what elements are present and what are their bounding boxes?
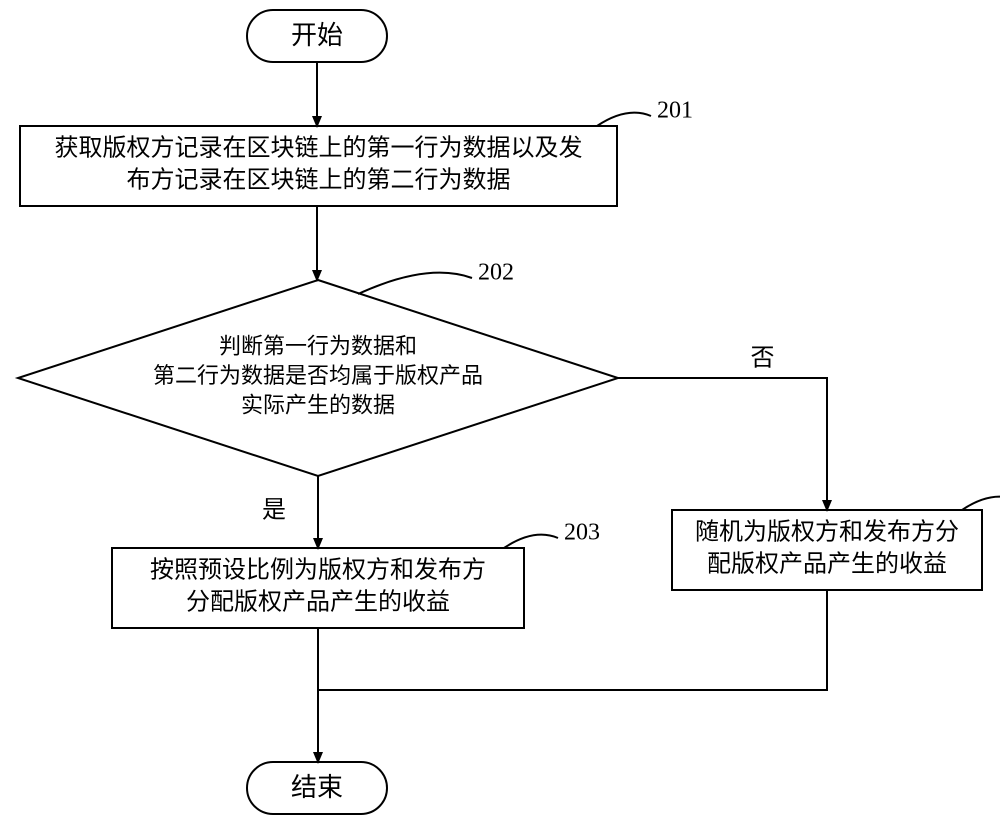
process-201-line-1: 布方记录在区块链上的第二行为数据 [127, 167, 511, 194]
decision-202-line-2: 实际产生的数据 [241, 393, 395, 418]
process-204-line-1: 配版权产品产生的收益 [707, 551, 947, 578]
process-203-line-0: 按照预设比例为版权方和发布方 [150, 556, 486, 583]
edge-label-no: 否 [751, 346, 775, 372]
process-203-line-1: 分配版权产品产生的收益 [186, 589, 450, 616]
process-201-line-0: 获取版权方记录在区块链上的第一行为数据以及发 [55, 134, 583, 161]
decision-202-line-0: 判断第一行为数据和 [219, 333, 417, 358]
decision-202-line-1: 第二行为数据是否均属于版权产品 [153, 363, 483, 388]
process-201-leader [597, 113, 651, 126]
terminator-start-label: 开始 [291, 21, 343, 50]
process-204-line-0: 随机为版权方和发布方分 [695, 518, 959, 545]
edge-label-yes: 是 [262, 498, 286, 524]
decision-202-leader [358, 273, 472, 294]
process-204-leader [962, 497, 1000, 510]
process-201-number: 201 [657, 98, 693, 124]
terminator-end-label: 结束 [291, 773, 343, 802]
process-203-number: 203 [564, 520, 600, 546]
process-203-leader [504, 535, 558, 548]
flowchart-canvas: 开始获取版权方记录在区块链上的第一行为数据以及发布方记录在区块链上的第二行为数据… [0, 0, 1000, 827]
edge-202-204 [618, 378, 827, 510]
decision-202-number: 202 [478, 260, 514, 286]
